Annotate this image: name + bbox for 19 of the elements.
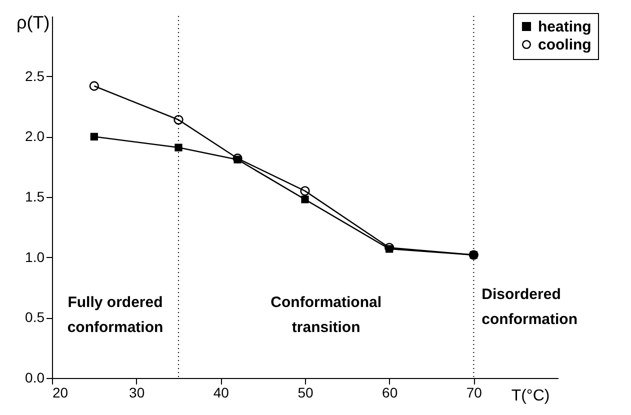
legend-label: cooling — [538, 36, 592, 54]
y-tick-label: 1.5 — [25, 188, 45, 204]
x-tick-label: 30 — [129, 384, 145, 400]
y-tick-label: 1.0 — [25, 248, 45, 265]
y-tick-label: 2.5 — [25, 68, 45, 84]
x-tick-label: 20 — [52, 384, 68, 400]
x-tick-label: 60 — [382, 384, 398, 400]
x-tick-label: 70 — [466, 384, 482, 400]
annotation: Disordered conformation — [482, 286, 578, 328]
y-tick-label: 2.0 — [25, 128, 45, 144]
legend-label: heating — [538, 18, 592, 36]
y-tick-label: 0.5 — [25, 309, 45, 326]
y-axis-title: ρ(T) — [16, 12, 50, 32]
annotation: Fully ordered conformation — [67, 294, 164, 336]
x-tick-label: 40 — [213, 384, 230, 400]
y-tick-label: 0.0 — [25, 370, 45, 386]
x-tick-label: 50 — [298, 384, 314, 400]
x-axis-title: T(°C) — [511, 388, 550, 404]
annotation: Conformational transition — [270, 294, 382, 336]
